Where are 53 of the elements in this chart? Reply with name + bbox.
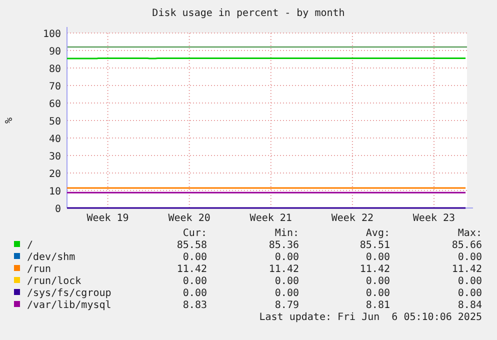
legend-label: /sys/fs/cgroup <box>27 288 112 299</box>
text: 0.00 <box>182 252 207 263</box>
y-axis-title: % <box>4 117 15 124</box>
text: 85.36 <box>268 240 299 251</box>
text: 0.00 <box>182 288 207 299</box>
y-tick-label: 80 <box>48 64 61 75</box>
x-tick-label: Week 22 <box>331 213 374 224</box>
text: Min: <box>274 228 299 239</box>
text: Cur: <box>182 228 207 239</box>
y-tick-label: 0 <box>54 204 61 215</box>
x-tick-label: Week 20 <box>168 213 210 224</box>
text: 0.00 <box>182 276 207 287</box>
text: 0.00 <box>458 288 482 299</box>
text: 8.79 <box>274 300 299 311</box>
y-tick-label: 90 <box>48 46 61 58</box>
text: 0.00 <box>274 276 299 287</box>
y-tick-label: 30 <box>48 152 61 162</box>
y-tick-label: 100 <box>42 29 61 40</box>
text: 8.84 <box>458 300 482 311</box>
text: 0.00 <box>366 276 390 287</box>
text: 0.00 <box>366 252 390 263</box>
legend-label: /dev/shm <box>27 252 76 263</box>
y-tick-label: 10 <box>48 186 61 198</box>
text: 8.83 <box>182 300 207 311</box>
text: Last update: Fri Jun 6 05:10:06 2025 <box>259 312 482 323</box>
text: 85.58 <box>176 240 207 251</box>
text: 85.51 <box>360 240 390 251</box>
text: 0.00 <box>458 252 482 263</box>
legend-label: / <box>27 240 34 251</box>
text: 0.00 <box>274 288 299 299</box>
y-tick-label: 50 <box>48 116 61 128</box>
text: 11.42 <box>176 264 207 275</box>
x-tick-label: Week 19 <box>86 213 129 224</box>
y-tick-label: 60 <box>48 99 61 110</box>
y-tick-label: 40 <box>48 134 61 145</box>
text: Avg: <box>366 228 390 239</box>
x-tick-label: Week 21 <box>250 213 292 224</box>
text: 11.42 <box>452 264 482 275</box>
text: 85.66 <box>452 240 482 251</box>
text: Max: <box>458 228 482 239</box>
legend-label: /var/lib/mysql <box>27 300 112 311</box>
text: 0.00 <box>274 252 299 263</box>
text: 11.42 <box>268 264 299 275</box>
y-tick-label: 20 <box>48 169 61 180</box>
text: 8.81 <box>366 300 390 311</box>
legend-label: /run/lock <box>27 276 82 287</box>
legend-label: /run <box>27 264 52 275</box>
chart-title: Disk usage in percent - by month <box>152 8 345 19</box>
text: 0.00 <box>366 288 390 299</box>
y-tick-label: 70 <box>48 82 61 92</box>
x-tick-label: Week 23 <box>412 213 456 224</box>
text: 0.00 <box>458 276 482 287</box>
text: 11.42 <box>360 264 390 275</box>
